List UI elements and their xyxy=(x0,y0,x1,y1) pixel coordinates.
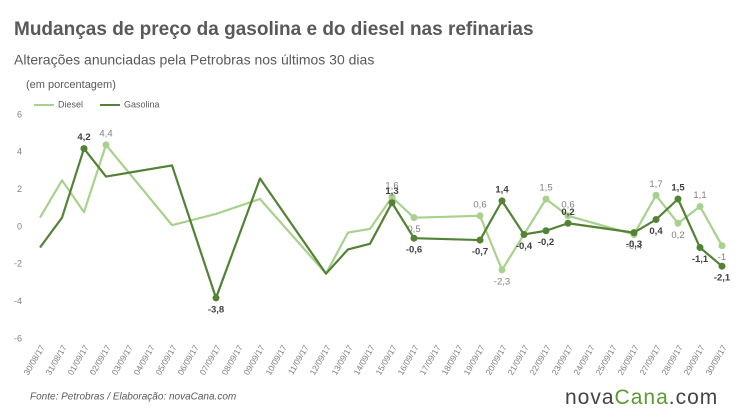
data-label: 1,5 xyxy=(539,183,552,194)
point-marker xyxy=(520,230,528,238)
data-label: 1,4 xyxy=(495,184,509,195)
series-line xyxy=(39,147,723,300)
logo-part: nova xyxy=(565,386,615,409)
point-marker xyxy=(674,219,682,227)
data-label: 0,6 xyxy=(561,199,574,210)
y-tick-label: 6 xyxy=(17,109,22,119)
unit-note: (em porcentagem) xyxy=(26,79,116,91)
point-marker xyxy=(564,212,572,220)
point-marker xyxy=(388,193,396,201)
logo: novaCana.com xyxy=(565,386,718,409)
point-marker xyxy=(542,195,550,203)
data-label: -1 xyxy=(718,252,726,263)
data-label: -0,6 xyxy=(406,245,422,256)
logo-part: .com xyxy=(669,386,719,409)
point-marker xyxy=(498,266,506,274)
point-marker xyxy=(718,262,726,270)
point-marker xyxy=(630,229,638,237)
point-marker xyxy=(696,202,704,210)
y-tick-label: 4 xyxy=(17,147,22,157)
data-label: 1,7 xyxy=(649,179,662,190)
y-tick-label: -2 xyxy=(14,259,22,269)
y-tick-label: -4 xyxy=(14,296,22,306)
data-label: -0,2 xyxy=(538,237,554,248)
point-marker xyxy=(102,141,110,149)
data-label: 1,6 xyxy=(385,181,398,192)
point-marker xyxy=(564,219,572,227)
data-label: -0,7 xyxy=(472,247,488,258)
point-marker xyxy=(410,214,418,222)
legend-label: Gasolina xyxy=(124,99,160,109)
data-label: -2,3 xyxy=(494,276,510,287)
data-label: -0,4 xyxy=(516,241,533,252)
point-marker xyxy=(476,236,484,244)
chart-subtitle: Alterações anunciadas pela Petrobras nos… xyxy=(14,52,374,68)
data-label: 4,4 xyxy=(99,128,112,139)
source: Fonte: Petrobras / Elaboração: novaCana.… xyxy=(30,392,236,403)
data-label: 0,6 xyxy=(473,199,486,210)
point-marker xyxy=(498,197,506,205)
point-marker xyxy=(388,199,396,207)
data-label: 1,3 xyxy=(385,186,398,197)
data-label: 1,1 xyxy=(693,190,706,201)
point-marker xyxy=(652,216,660,224)
point-marker xyxy=(718,242,726,250)
point-marker xyxy=(652,191,660,199)
y-tick-label: 2 xyxy=(17,184,22,194)
point-marker xyxy=(212,294,220,302)
point-marker xyxy=(696,244,704,252)
data-label: 0,5 xyxy=(407,224,420,235)
data-label: 0,2 xyxy=(561,207,574,218)
point-marker xyxy=(542,227,550,235)
data-label: -3,8 xyxy=(208,304,224,315)
data-label: 0,4 xyxy=(649,226,663,237)
logo-part: Cana xyxy=(615,386,669,409)
chart-title: Mudanças de preço da gasolina e do diese… xyxy=(14,19,534,40)
point-marker xyxy=(80,145,88,153)
point-marker xyxy=(476,212,484,220)
y-tick-label: -6 xyxy=(14,333,22,343)
data-label: -0,3 xyxy=(626,239,642,250)
data-label: 4,2 xyxy=(77,132,90,143)
point-marker xyxy=(674,195,682,203)
data-label: 0,2 xyxy=(671,230,684,241)
data-label: -0,4 xyxy=(626,241,642,252)
point-marker xyxy=(410,234,418,242)
data-label: 1,5 xyxy=(671,183,685,194)
data-label: -1,1 xyxy=(692,254,709,265)
data-label: -2,1 xyxy=(714,273,731,284)
legend-label: Diesel xyxy=(58,99,83,109)
y-tick-label: 0 xyxy=(17,221,22,231)
